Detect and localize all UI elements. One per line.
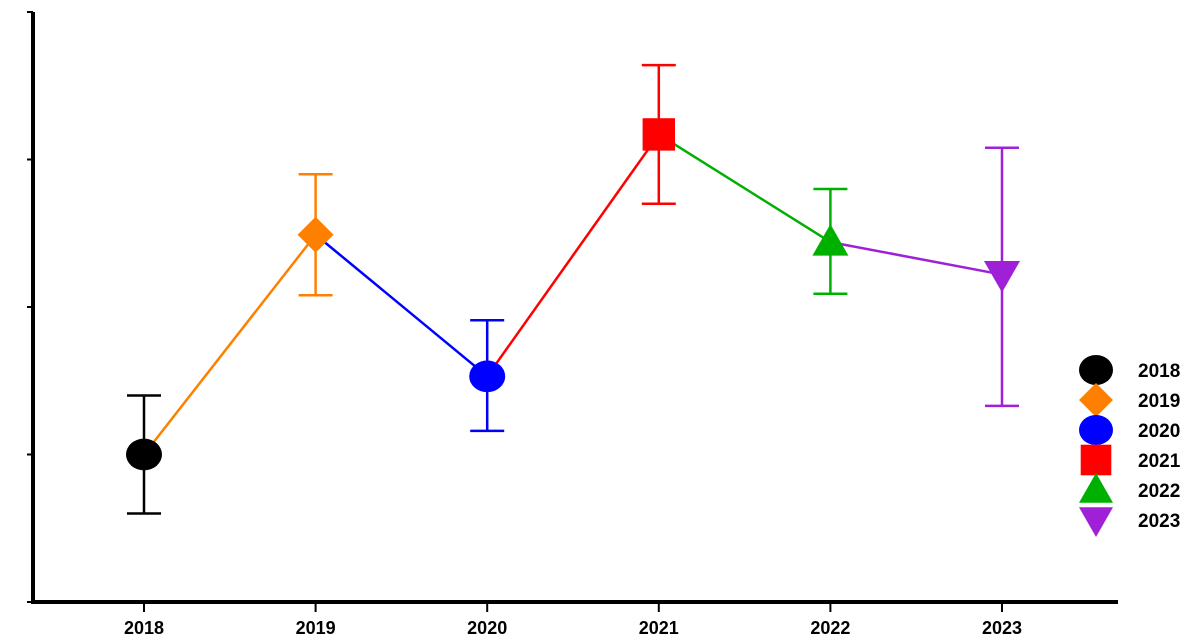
connector-line [830,240,1003,276]
legend: 2018 2019 2020 2021 2022 2023 [1079,355,1181,537]
x-axis: 2018 2019 2020 2021 2022 2023 [31,600,1118,638]
x-tick-label: 2018 [124,618,164,638]
legend-marker [1079,355,1113,385]
x-tick-label: 2020 [467,618,507,638]
legend-marker [1079,383,1113,417]
connector-line [658,133,832,244]
legend-label: 2019 [1138,391,1180,412]
legend-marker [1079,415,1113,445]
legend-marker [1079,473,1113,503]
data-point [984,261,1020,293]
data-point [126,438,162,471]
x-tick-label: 2022 [810,618,850,638]
data-markers [126,118,1020,471]
legend-marker [1080,444,1112,476]
legend-label: 2022 [1138,481,1180,502]
connector-line [143,233,317,456]
y-axis [27,11,35,604]
x-tick-label: 2021 [639,618,679,638]
connector-lines [143,133,1003,456]
legend-label: 2020 [1138,421,1180,442]
legend-marker [1079,507,1113,537]
x-tick-label: 2019 [296,618,336,638]
connector-line [486,133,660,378]
data-point [297,216,334,253]
legend-label: 2023 [1138,511,1180,532]
connector-line [314,233,488,378]
legend-label: 2021 [1138,451,1181,472]
data-point [812,224,849,256]
data-point [642,118,675,151]
error-bars [127,63,1019,515]
data-point [469,360,506,393]
legend-label: 2018 [1138,361,1180,382]
x-tick-label: 2023 [982,618,1022,638]
